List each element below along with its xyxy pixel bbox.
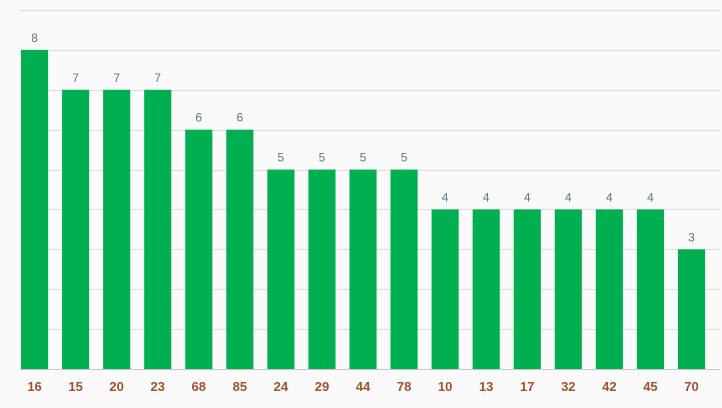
value-label-20: 7	[113, 71, 120, 85]
value-label-29: 5	[319, 151, 326, 165]
bar-10	[431, 209, 459, 369]
x-tick-label-20: 20	[109, 379, 123, 394]
bar-17	[513, 209, 541, 369]
x-tick-label-16: 16	[27, 379, 41, 394]
x-tick-label-32: 32	[561, 379, 575, 394]
x-tick-label-17: 17	[520, 379, 534, 394]
bar-45	[636, 209, 664, 369]
x-axis-tick-labels: 16 15 20 23 68 85 24 29 44 78 10 13 17 32 42 45 70	[27, 379, 698, 394]
x-tick-label-85: 85	[233, 379, 247, 394]
x-tick-label-70: 70	[684, 379, 698, 394]
x-tick-label-24: 24	[274, 379, 289, 394]
bar-44	[349, 169, 377, 369]
bars	[21, 49, 706, 369]
bar-13	[472, 209, 500, 369]
bar-32	[554, 209, 582, 369]
value-label-85: 6	[236, 111, 243, 125]
x-tick-label-13: 13	[479, 379, 493, 394]
bar-15	[62, 89, 90, 369]
x-tick-label-10: 10	[438, 379, 452, 394]
bar-24	[267, 169, 295, 369]
value-label-24: 5	[278, 151, 285, 165]
x-tick-label-44: 44	[356, 379, 371, 394]
value-label-16: 8	[31, 31, 38, 45]
bar-29	[308, 169, 336, 369]
x-tick-label-15: 15	[68, 379, 82, 394]
value-label-10: 4	[442, 190, 449, 204]
bar-16	[21, 49, 49, 369]
value-label-68: 6	[195, 111, 202, 125]
x-tick-label-78: 78	[397, 379, 411, 394]
value-label-78: 5	[401, 151, 408, 165]
bar-68	[185, 129, 213, 369]
value-label-13: 4	[483, 190, 490, 204]
value-label-23: 7	[154, 71, 161, 85]
value-label-44: 5	[360, 151, 367, 165]
x-tick-label-42: 42	[602, 379, 616, 394]
x-tick-label-45: 45	[643, 379, 657, 394]
value-labels: 8 7 7 7 6 6 5 5 5 5 4 4 4 4 4 4 3	[31, 31, 695, 244]
bar-85	[226, 129, 254, 369]
bar-20	[103, 89, 131, 369]
bar-70	[677, 249, 706, 369]
value-label-32: 4	[565, 190, 572, 204]
bar-78	[390, 169, 418, 369]
value-label-42: 4	[606, 190, 613, 204]
value-label-45: 4	[647, 190, 654, 204]
bar-42	[595, 209, 623, 369]
x-tick-label-23: 23	[150, 379, 164, 394]
x-tick-label-68: 68	[192, 379, 206, 394]
bar-23	[144, 89, 172, 369]
value-label-15: 7	[72, 71, 79, 85]
x-tick-label-29: 29	[315, 379, 329, 394]
value-label-17: 4	[524, 190, 531, 204]
value-label-70: 3	[688, 230, 695, 244]
